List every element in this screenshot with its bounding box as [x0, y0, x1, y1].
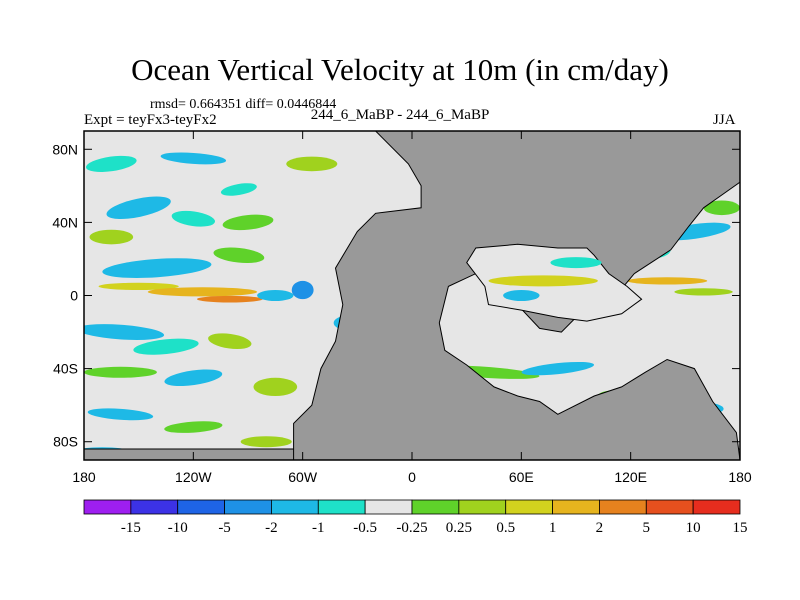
velocity-anomaly-patch [87, 408, 154, 421]
y-tick-label: 0 [70, 288, 78, 304]
colorbar-swatch [224, 499, 272, 515]
run-subtitle: 244_6_MaBP - 244_6_MaBP [310, 107, 490, 123]
velocity-anomaly-patch [257, 290, 294, 301]
velocity-anomaly-patch [86, 155, 137, 172]
colorbar-label: 0.5 [496, 520, 515, 536]
velocity-anomaly-patch [208, 333, 252, 350]
colorbar-swatch [505, 499, 553, 515]
velocity-anomaly-patch [291, 280, 314, 300]
velocity-anomaly-patch [196, 295, 263, 303]
y-tick-label: 80S [53, 434, 78, 450]
x-tick-label: 120W [175, 469, 212, 485]
colorbar-label: -2 [265, 520, 278, 536]
colorbar-label: 1 [549, 520, 557, 536]
inland-sea-anomaly [503, 290, 540, 301]
colorbar-swatch [177, 499, 225, 515]
velocity-anomaly-patch [220, 183, 257, 196]
velocity-anomaly-patch [133, 338, 199, 355]
inland-sea-anomaly [488, 275, 598, 287]
colorbar-swatch [130, 499, 179, 515]
velocity-anomaly-patch [286, 156, 338, 172]
colorbar-swatch [317, 499, 366, 515]
colorbar-label: -10 [168, 520, 188, 536]
x-tick-label: 0 [408, 469, 416, 485]
land-mask [84, 131, 740, 460]
colorbar-label: 15 [733, 520, 748, 536]
velocity-anomaly-patch [147, 287, 258, 297]
colorbar-swatch [552, 499, 600, 515]
velocity-anomaly-patch [627, 277, 708, 285]
x-tick-label: 120E [614, 469, 647, 485]
colorbar-label: 2 [596, 520, 604, 536]
velocity-anomaly-patch [164, 369, 223, 387]
colorbar-swatch [458, 499, 507, 515]
inland-sea-anomaly [550, 257, 602, 269]
colorbar-swatch [692, 499, 741, 515]
colorbar-label: -15 [121, 520, 141, 536]
x-axis: 180 120W 60W 0 60E 120E 180 [72, 131, 752, 485]
velocity-anomaly-patch [171, 210, 216, 227]
y-tick-label: 40N [52, 214, 78, 230]
velocity-anomaly-patch [213, 247, 265, 264]
velocity-anomaly-patch [164, 421, 223, 433]
velocity-anomaly-patch [84, 366, 157, 378]
velocity-anomaly-patch [222, 214, 274, 231]
colorbar: -15 -10 -5 -2 -1 -0.5 -0.25 0.25 0.5 1 2 5 10 15 [83, 499, 748, 536]
velocity-anomaly-patch [106, 196, 171, 220]
season-label: JJA [713, 112, 736, 128]
experiment-label: Expt = teyFx3-teyFx2 [84, 112, 217, 128]
colorbar-label: -0.5 [353, 520, 377, 536]
x-tick-label: 180 [728, 469, 752, 485]
colorbar-label: -5 [218, 520, 231, 536]
velocity-anomaly-patch [84, 324, 165, 340]
colorbar-swatch [364, 499, 413, 515]
y-axis: 80N 40N 0 40S 80S [52, 141, 740, 450]
velocity-anomaly-patch [160, 152, 227, 165]
velocity-anomaly-patch [89, 229, 134, 245]
velocity-anomaly-patch [674, 288, 733, 296]
colorbar-swatch [645, 499, 694, 515]
rmsd-diff-stats: rmsd= 0.664351 diff= 0.0446844 [150, 97, 337, 112]
y-tick-label: 80N [52, 141, 78, 157]
colorbar-label: -1 [312, 520, 325, 536]
colorbar-label: 5 [643, 520, 651, 536]
colorbar-swatch [411, 499, 460, 515]
x-tick-label: 180 [72, 469, 96, 485]
colorbar-swatch [271, 499, 319, 515]
colorbar-swatch [83, 499, 132, 515]
y-tick-label: 40S [53, 361, 78, 377]
velocity-anomaly-patch [240, 436, 292, 448]
colorbar-swatch [599, 499, 647, 515]
velocity-anomaly-patch [98, 282, 179, 291]
velocity-anomaly-patch [703, 200, 740, 216]
velocity-anomaly-patch [521, 361, 595, 376]
velocity-anomaly-patch [253, 377, 298, 397]
chart-title: Ocean Vertical Velocity at 10m (in cm/da… [131, 52, 669, 87]
x-tick-label: 60W [288, 469, 318, 485]
x-tick-label: 60E [509, 469, 534, 485]
colorbar-label: 10 [686, 520, 701, 536]
colorbar-label: -0.25 [396, 520, 427, 536]
colorbar-label: 0.25 [446, 520, 472, 536]
velocity-anomaly-patch [102, 258, 212, 278]
